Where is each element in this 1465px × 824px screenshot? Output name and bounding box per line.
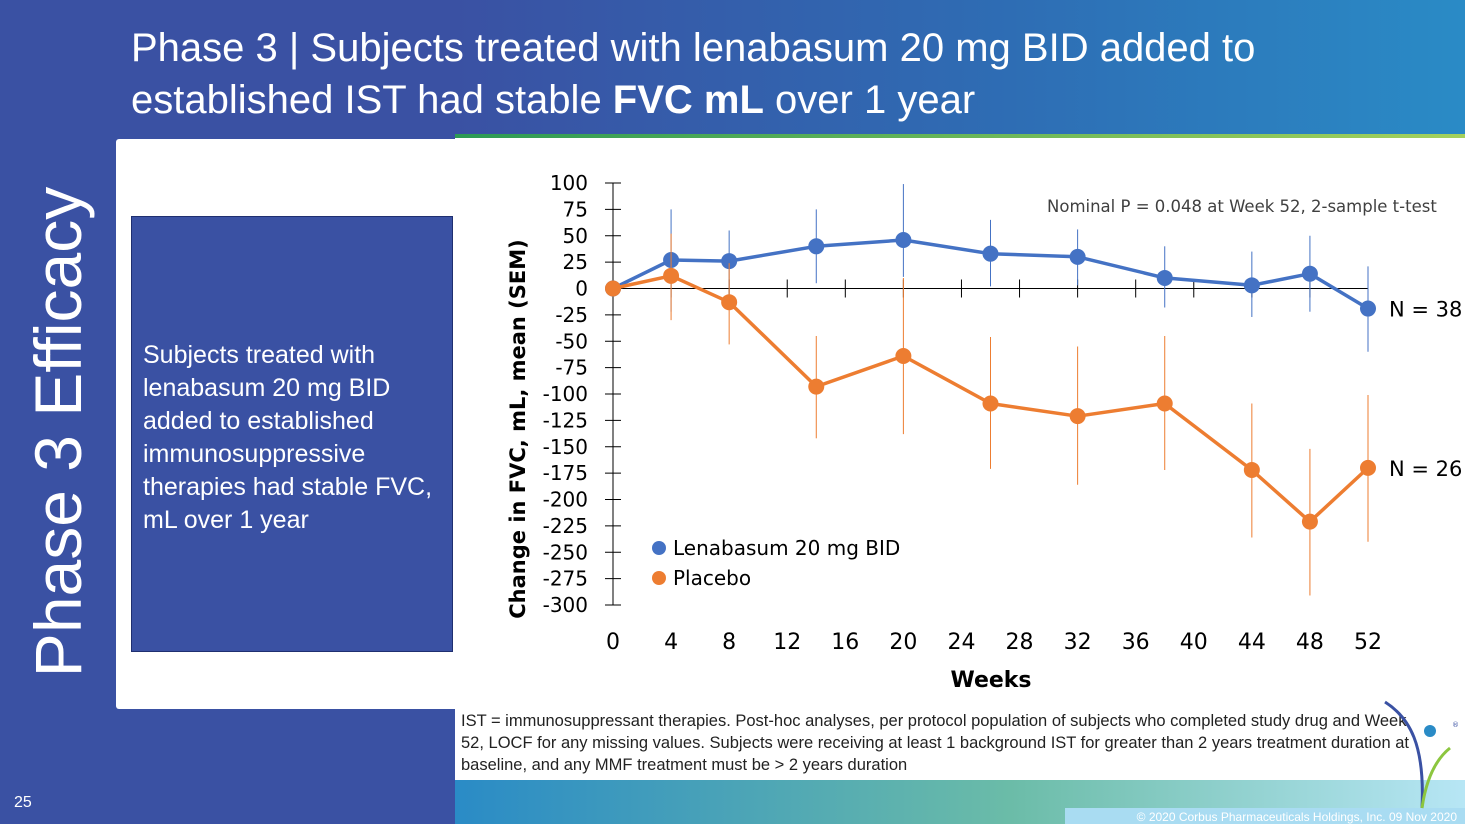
copyright: © 2020 Corbus Pharmaceuticals Holdings, … [1136, 810, 1457, 824]
x-axis: 0 4 8 12 16 20 24 28 32 36 40 44 48 52 [606, 279, 1382, 655]
x-tick-label: 0 [606, 630, 620, 655]
y-axis-label: Change in FVC, mL, mean (SEM) [506, 239, 530, 619]
y-tick-label: -50 [555, 329, 588, 353]
y-tick-label: -75 [555, 356, 588, 380]
slide-title: Phase 3 | Subjects treated with lenabasu… [131, 22, 1381, 126]
summary-text: Subjects treated with lenabasum 20 mg BI… [143, 341, 433, 534]
svg-text:®: ® [1452, 721, 1459, 729]
data-point [721, 253, 738, 270]
y-tick-label: 25 [563, 250, 588, 274]
x-tick-label: 4 [664, 630, 678, 655]
data-point [605, 280, 621, 297]
data-point [982, 395, 999, 412]
y-tick-label: -175 [543, 461, 588, 485]
data-point [1069, 408, 1086, 425]
side-label: Phase 3 Efficacy [21, 186, 95, 678]
legend-entry: Lenabasum 20 mg BID [673, 536, 900, 560]
fvc-chart: 1007550250-25-50-75-100-125-150-175-200-… [506, 171, 1462, 693]
data-point [982, 245, 999, 262]
x-tick-label: 28 [1006, 630, 1034, 655]
data-point [1301, 513, 1318, 530]
y-tick-label: -225 [543, 514, 588, 538]
series-placebo: N = 26 [605, 233, 1462, 596]
x-axis-label: Weeks [950, 668, 1031, 693]
title-line2-pre: established IST had stable [131, 78, 613, 122]
y-tick-label: 100 [550, 171, 588, 195]
data-point [808, 378, 825, 395]
data-point [1360, 300, 1376, 317]
y-tick-label: -250 [543, 540, 588, 564]
y-tick-label: -300 [543, 593, 588, 617]
footnote: IST = immunosuppressant therapies. Post-… [461, 712, 1410, 774]
p-value-annotation: Nominal P = 0.048 at Week 52, 2-sample t… [1047, 197, 1437, 216]
series-lenabasum: N = 38 [605, 184, 1462, 352]
page-number: 25 [14, 794, 32, 811]
x-tick-label: 36 [1122, 630, 1150, 655]
data-point [1069, 248, 1086, 265]
title-line2-bold: FVC mL [612, 78, 764, 122]
data-point [895, 348, 912, 365]
y-tick-label: -125 [543, 408, 588, 432]
y-tick-label: 75 [563, 197, 588, 221]
legend-marker [652, 571, 666, 585]
data-point [1360, 459, 1376, 476]
y-tick-label: -25 [555, 303, 588, 327]
title-line2-post: over 1 year [763, 78, 976, 122]
y-axis: 1007550250-25-50-75-100-125-150-175-200-… [543, 171, 621, 617]
data-point [1156, 395, 1173, 412]
x-tick-label: 20 [889, 630, 917, 655]
data-point [808, 238, 825, 255]
data-point [1243, 461, 1260, 478]
x-tick-label: 24 [947, 630, 975, 655]
data-point [721, 294, 738, 311]
x-tick-label: 52 [1354, 630, 1382, 655]
y-tick-label: 50 [563, 224, 588, 248]
top-band [455, 0, 1465, 134]
legend-entry: Placebo [673, 566, 751, 590]
x-tick-label: 12 [773, 630, 801, 655]
x-tick-label: 44 [1238, 630, 1266, 655]
legend-marker [652, 541, 666, 555]
x-tick-label: 32 [1064, 630, 1092, 655]
data-point [1243, 277, 1260, 294]
data-point [895, 231, 912, 248]
n-label: N = 38 [1389, 298, 1462, 322]
y-tick-label: -150 [543, 435, 588, 459]
x-tick-label: 16 [831, 630, 859, 655]
x-tick-label: 40 [1180, 630, 1208, 655]
copyright-band [1065, 808, 1465, 824]
top-accent-line [455, 134, 1465, 138]
corbus-logo-icon: ® [1384, 700, 1459, 809]
y-tick-label: -200 [543, 488, 588, 512]
y-tick-label: -275 [543, 567, 588, 591]
x-tick-label: 48 [1296, 630, 1324, 655]
legend: Lenabasum 20 mg BID Placebo [652, 536, 900, 590]
y-tick-label: -100 [543, 382, 588, 406]
x-tick-label: 8 [722, 630, 736, 655]
n-label: N = 26 [1389, 457, 1462, 481]
summary-box: Subjects treated with lenabasum 20 mg BI… [131, 216, 453, 652]
data-point [1301, 265, 1318, 282]
y-tick-label: 0 [575, 277, 588, 301]
title-line1: Phase 3 | Subjects treated with lenabasu… [131, 26, 1256, 70]
series-layer: N = 38 N = 26 [605, 184, 1462, 596]
data-point [663, 267, 680, 284]
data-point [1156, 269, 1173, 286]
